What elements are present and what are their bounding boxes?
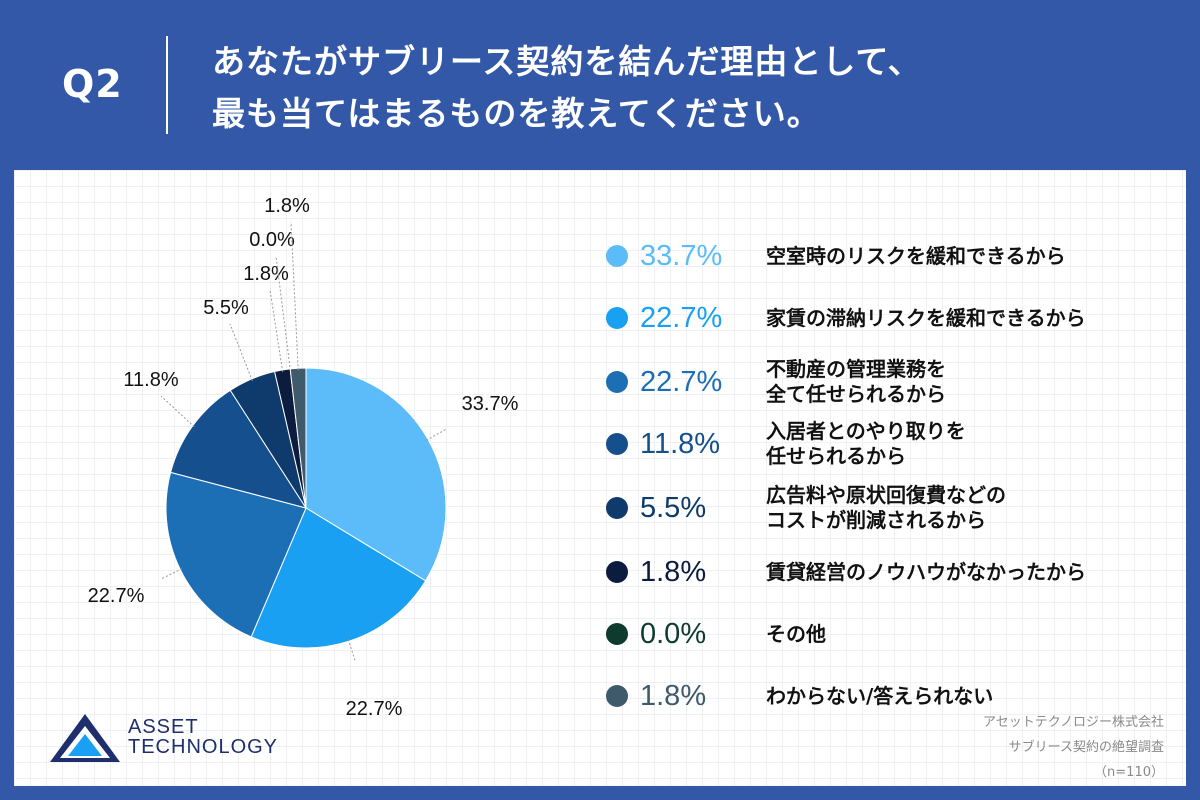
legend-item: 5.5% 広告料や原状回復費などの コストが削減されるから xyxy=(606,480,1006,536)
leader-line-8 xyxy=(290,221,299,371)
question-number: Q2 xyxy=(62,62,123,106)
slice-data-label-3: 22.7% xyxy=(88,585,145,607)
legend-item: 33.7% 空室時のリスクを緩和できるから xyxy=(606,228,1066,284)
legend-color-dot xyxy=(606,497,628,519)
question-line-1: あなたがサブリース契約を結んだ理由として、 xyxy=(212,42,922,81)
legend-color-dot xyxy=(606,371,628,393)
legend-color-dot xyxy=(606,245,628,267)
slice-data-label-4: 11.8% xyxy=(123,369,178,391)
legend-percentage: 22.7% xyxy=(640,301,723,334)
header-divider xyxy=(166,36,168,134)
legend-label: わからない/答えられない xyxy=(766,683,994,708)
company-logo: ASSET TECHNOLOGY xyxy=(46,710,346,780)
legend-percentage: 1.8% xyxy=(640,679,707,712)
legend-label: 賃貸経営のノウハウがなかったから xyxy=(766,559,1086,584)
legend-percentage: 11.8% xyxy=(640,427,721,460)
slice-data-label-1: 33.7% xyxy=(462,393,519,415)
legend-item: 11.8% 入居者とのやり取りを 任せられるから xyxy=(606,416,966,472)
slice-data-label-6: 1.8% xyxy=(243,263,289,285)
legend-label: 家賃の滞納リスクを緩和できるから xyxy=(766,305,1086,330)
leader-line-3 xyxy=(160,568,183,580)
slice-data-label-2: 22.7% xyxy=(346,698,403,720)
leader-line-7 xyxy=(275,255,291,371)
slice-data-label-8: 1.8% xyxy=(264,195,310,217)
header: Q2 あなたがサブリース契約を結んだ理由として、 最も当てはまるものを教えてくだ… xyxy=(0,0,1200,170)
legend-percentage: 22.7% xyxy=(640,365,723,398)
legend-color-dot xyxy=(606,433,628,455)
slice-data-label-7: 0.0% xyxy=(249,229,295,251)
legend-item: 1.8% わからない/答えられない xyxy=(606,668,993,724)
legend-label: 空室時のリスクを緩和できるから xyxy=(766,243,1066,268)
source-sample-size: （n=110） xyxy=(1094,765,1164,780)
slice-data-label-5: 5.5% xyxy=(203,297,249,319)
leader-line-6 xyxy=(269,289,284,373)
legend-item: 22.7% 不動産の管理業務を 全て任せられるから xyxy=(606,354,946,410)
legend-label: その他 xyxy=(766,621,826,646)
legend-percentage: 5.5% xyxy=(640,491,707,524)
chart-panel: 33.7% 22.7% 22.7% 11.8% 5.5% 1.8% 0.0% 1.8% 33.… xyxy=(14,170,1186,786)
legend-percentage: 33.7% xyxy=(640,239,723,272)
leader-line-2 xyxy=(347,639,357,663)
legend-item: 1.8% 賃貸経営のノウハウがなかったから xyxy=(606,544,1086,600)
legend-percentage: 0.0% xyxy=(640,617,707,650)
legend-item: 22.7% 家賃の滞納リスクを緩和できるから xyxy=(606,290,1086,346)
source-note: アセットテクノロジー株式会社 サブリース契約の絶望調査 （n=110） xyxy=(983,710,1164,785)
legend-label: 入居者とのやり取りを 任せられるから xyxy=(766,419,966,468)
leader-line-1 xyxy=(426,428,448,441)
legend-percentage: 1.8% xyxy=(640,555,707,588)
legend-color-dot xyxy=(606,685,628,707)
legend-color-dot xyxy=(606,307,628,329)
legend-color-dot xyxy=(606,561,628,583)
leader-line-5 xyxy=(229,323,253,382)
source-survey: サブリース契約の絶望調査 xyxy=(1008,740,1164,755)
source-company: アセットテクノロジー株式会社 xyxy=(983,715,1164,730)
logo-triangle-icon xyxy=(50,714,120,762)
question-line-2: 最も当てはまるものを教えてください。 xyxy=(212,94,821,133)
legend-label: 不動産の管理業務を 全て任せられるから xyxy=(766,357,946,406)
logo-text-technology: TECHNOLOGY xyxy=(128,736,279,758)
leader-line-4 xyxy=(160,395,195,428)
question-text: あなたがサブリース契約を結んだ理由として、 最も当てはまるものを教えてください。 xyxy=(212,36,922,140)
pie-slice-8 xyxy=(289,367,307,509)
legend-label: 広告料や原状回復費などの コストが削減されるから xyxy=(766,483,1006,532)
pie-chart: 33.7% 22.7% 22.7% 11.8% 5.5% 1.8% 0.0% 1.8% xyxy=(88,195,519,720)
logo-text-asset: ASSET xyxy=(128,716,199,738)
legend-item: 0.0% その他 xyxy=(606,606,826,662)
legend-color-dot xyxy=(606,623,628,645)
